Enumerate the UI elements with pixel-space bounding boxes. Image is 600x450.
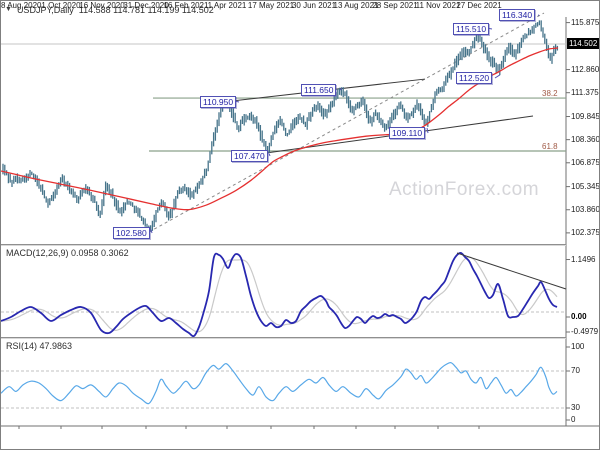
annotation-leader-line	[150, 229, 153, 234]
watermark: ActionForex.com	[389, 179, 540, 200]
symbol-timeframe-label: USDJPY,Daily	[16, 4, 74, 15]
macd-indicator-label: MACD(12,26,9) 0.0958 0.3062	[6, 248, 129, 258]
macd-signal-line	[1, 256, 558, 333]
x-axis-label: 16 Nov 2020	[79, 1, 125, 10]
y-axis-label: 112.860	[571, 64, 600, 74]
x-axis-label: 11 Nov 2021	[415, 1, 461, 10]
y-axis-label: 105.345	[571, 181, 600, 191]
macd-line	[1, 252, 558, 338]
candlestick-series	[2, 20, 559, 232]
x-axis-label: 31 Dec 2020	[123, 1, 169, 10]
y-axis-label: 109.845	[571, 111, 600, 121]
price-annotation[interactable]: 116.340	[499, 9, 536, 21]
panel-divider-highlight	[1, 338, 566, 339]
x-axis-label: 17 May 2021	[247, 1, 295, 10]
panel-divider-highlight	[1, 245, 566, 246]
annotation-leader-line	[494, 74, 501, 79]
y-axis-label: 102.375	[571, 227, 600, 237]
macd-trendline[interactable]	[456, 252, 567, 290]
price-annotation[interactable]: 102.580	[113, 227, 150, 239]
x-axis-label: 1 Oct 2020	[41, 1, 81, 10]
annotation-leader-line	[426, 127, 429, 134]
annotation-leader-line	[339, 88, 343, 91]
fib-level-label: 38.2	[542, 89, 558, 99]
price-annotation[interactable]: 111.650	[301, 84, 337, 96]
y-axis-label: 115.875	[571, 17, 600, 27]
price-annotation[interactable]: 115.510	[453, 23, 490, 35]
x-axis-label: 27 Dec 2021	[456, 1, 502, 10]
price-annotation[interactable]: 112.520	[456, 72, 493, 84]
rsi-line	[1, 361, 558, 405]
panel-divider	[1, 337, 566, 338]
ohlc-values: 114.588 114.781 114.199 114.502	[78, 4, 214, 15]
y-axis-label: 106.875	[571, 157, 600, 167]
fib-level-label: 61.8	[542, 142, 558, 152]
price-annotation[interactable]: 109.110	[389, 127, 426, 139]
rsi-indicator-label: RSI(14) 47.9863	[6, 341, 73, 351]
macd-axis-label: 1.1496	[571, 254, 596, 264]
x-axis-label: 28 Sep 2021	[372, 1, 418, 10]
macd-axis-label: 0.00	[571, 312, 587, 321]
y-axis-label: 103.860	[571, 204, 600, 214]
current-price-tag: 114.502	[567, 38, 599, 50]
annotation-leader-line	[268, 153, 271, 157]
rsi-axis-label: 30	[571, 403, 580, 412]
macd-axis-label: -0.4979	[571, 327, 599, 336]
rsi-axis-label: 70	[571, 366, 580, 375]
price-annotation[interactable]: 107.470	[231, 150, 268, 162]
collapse-triangle-icon[interactable]: ▼	[5, 6, 12, 13]
x-axis-label: 16 Feb 2021	[163, 1, 209, 10]
chart-title-bar: ▼ USDJPY,Daily 114.588 114.781 114.199 1…	[5, 3, 218, 16]
y-axis-label: 108.360	[571, 134, 600, 144]
x-axis-label: 13 Aug 2021	[333, 1, 379, 10]
panel-divider	[1, 244, 566, 245]
x-axis-label: 30 Jun 2021	[291, 1, 337, 10]
x-axis-label: 1 Apr 2021	[207, 1, 247, 10]
ema-line	[1, 47, 559, 211]
rsi-axis-label: 100	[571, 342, 585, 351]
price-annotation[interactable]: 110.950	[200, 96, 237, 108]
y-axis-label: 111.375	[571, 87, 599, 97]
rsi-axis-label: 0	[571, 415, 576, 424]
x-axis-label: 18 Aug 2020	[0, 1, 42, 10]
